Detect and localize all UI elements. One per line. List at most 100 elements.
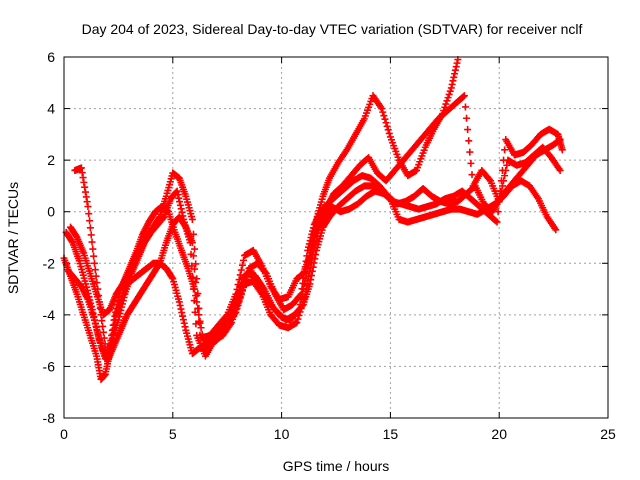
data-point-interp [192, 260, 200, 268]
data-point [304, 264, 312, 272]
data-point [175, 298, 183, 306]
x-tick-label: 15 [383, 426, 399, 442]
data-point-interp [501, 172, 509, 180]
data-point [447, 84, 455, 92]
data-point-interp [181, 323, 189, 331]
y-tick-label: -4 [43, 307, 56, 323]
data-point-interp [196, 317, 204, 325]
data-point-interp [86, 217, 94, 225]
data-point-interp [306, 253, 314, 261]
data-point-interp [235, 292, 243, 300]
data-point-interp [112, 308, 120, 316]
data-point-interp [379, 108, 387, 116]
data-point-interp [503, 161, 511, 169]
data-point-interp [118, 303, 126, 311]
data-point-interp [101, 340, 109, 348]
data-point-interp [88, 238, 96, 246]
data-point-interp [176, 201, 184, 209]
data-point [556, 166, 564, 174]
data-point-interp [384, 126, 392, 134]
series-track-5 [67, 92, 564, 345]
data-point-interp [79, 174, 87, 182]
data-point-interp [238, 282, 246, 290]
y-tick-label: 6 [47, 49, 55, 65]
data-point-interp [236, 289, 244, 297]
data-point-interp [80, 178, 88, 186]
data-point-interp [178, 208, 186, 216]
data-point-interp [303, 270, 311, 278]
data-point-interp [91, 319, 99, 327]
x-tick-label: 10 [274, 426, 290, 442]
data-point-interp [381, 115, 389, 123]
data-point-interp [382, 119, 390, 127]
data-point-interp [305, 261, 313, 269]
y-tick-label: 4 [47, 101, 55, 117]
data-point [460, 92, 468, 100]
data-point-interp [189, 252, 197, 260]
data-point-interp [191, 265, 199, 273]
chart-title: Day 204 of 2023, Sidereal Day-to-day VTE… [82, 21, 583, 37]
data-point-interp [446, 87, 454, 95]
data-point-interp [176, 302, 184, 310]
data-point-interp [194, 304, 202, 312]
data-point-interp [309, 237, 317, 245]
data-point-interp [192, 292, 200, 300]
data-point-interp [237, 266, 245, 274]
data-point-interp [380, 112, 388, 120]
data-point-interp [442, 100, 450, 108]
data-point-interp [100, 334, 108, 342]
data-point-interp [180, 319, 188, 327]
data-point-interp [501, 146, 509, 154]
data-point-interp [90, 252, 98, 260]
data-point-interp [298, 290, 306, 298]
data-point-interp [308, 245, 316, 253]
data-point-interp [191, 245, 199, 253]
data-point-interp [294, 307, 302, 315]
data-point-interp [111, 312, 119, 320]
data-point [90, 316, 98, 324]
data-point-interp [83, 198, 91, 206]
data-point-interp [85, 210, 93, 218]
data-point [84, 203, 92, 211]
data-point [191, 285, 199, 293]
data-point-interp [241, 276, 249, 284]
data-point-interp [177, 205, 185, 213]
data-point-interp [93, 279, 101, 287]
data-point [110, 316, 118, 324]
series-track-3 [71, 56, 462, 365]
data-point-interp [117, 306, 125, 314]
data-point-interp [307, 249, 315, 257]
data-point-interp [236, 271, 244, 279]
data-point-interp [294, 315, 302, 323]
data-point-interp [492, 217, 500, 225]
x-tick-label: 0 [60, 426, 68, 442]
data-point-interp [191, 308, 199, 316]
data-point-interp [82, 193, 90, 201]
data-point-interp [168, 273, 176, 281]
data-point-interp [81, 183, 89, 191]
x-tick-label: 5 [169, 426, 177, 442]
data-point [90, 259, 98, 267]
data-point-interp [451, 70, 459, 78]
y-tick-label: -6 [43, 358, 56, 374]
data-point-interp [93, 326, 101, 334]
data-point-interp [461, 103, 469, 111]
data-point-interp [463, 114, 471, 122]
data-point [495, 197, 503, 205]
data-point-interp [466, 148, 474, 156]
data-point-interp [89, 245, 97, 253]
data-point-interp [383, 122, 391, 130]
data-point-interp [109, 321, 117, 329]
y-tick-label: 0 [47, 204, 55, 220]
data-point-interp [155, 261, 163, 269]
data-point-interp [496, 192, 504, 200]
data-point-interp [195, 311, 203, 319]
axis-ticks: 0 5 10 15 20 25 -8 -6 -4 -2 0 2 4 6 [43, 49, 616, 442]
data-point-interp [302, 275, 310, 283]
data-point-interp [96, 339, 104, 347]
data-point [234, 295, 242, 303]
data-point-interp [299, 285, 307, 293]
data-point [295, 306, 303, 314]
data-point-interp [116, 310, 124, 318]
